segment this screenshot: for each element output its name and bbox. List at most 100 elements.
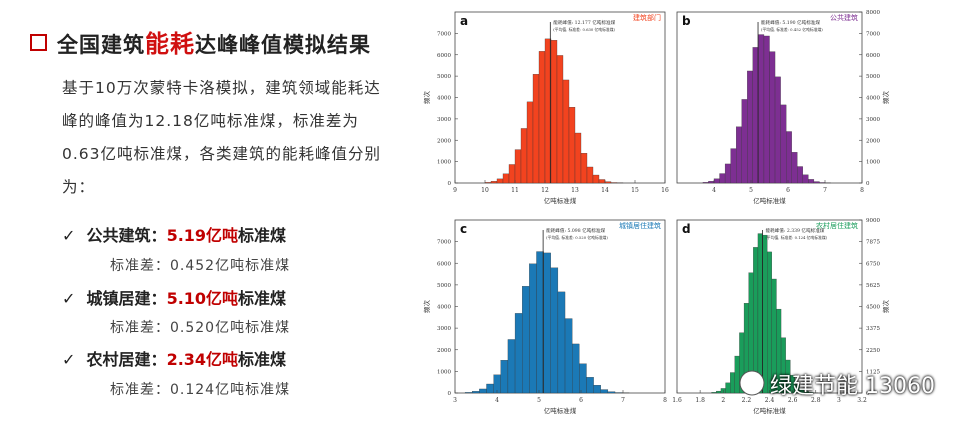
bar: [607, 391, 616, 394]
x-tick-label: 2.6: [788, 397, 798, 404]
x-tick-label: 4: [712, 187, 716, 194]
bar: [598, 179, 606, 184]
y-tick-label: 5625: [866, 283, 880, 289]
x-tick-label: 6: [579, 397, 583, 404]
item-sd: 标准差：0.124亿吨标准煤: [110, 382, 291, 398]
y-tick-label: 1000: [437, 369, 451, 375]
title-highlight: 能耗: [145, 30, 195, 58]
item: ✓ 农村居建：2.34亿吨标准煤: [62, 350, 287, 369]
peak-annotation: 能耗峰值: 2.339 亿吨标准煤: [765, 227, 824, 234]
bar: [502, 173, 510, 184]
watermark: 绿建节能 13060: [770, 374, 935, 399]
bar: [529, 263, 537, 394]
bar: [564, 318, 573, 394]
x-tick-label: 16: [661, 187, 669, 194]
y-tick-label: 2000: [437, 348, 451, 354]
bar: [574, 132, 582, 184]
bar: [579, 363, 587, 394]
y-tick-label: 8000: [866, 10, 880, 16]
bar: [604, 181, 612, 184]
item: ✓ 城镇居建：5.10亿吨标准煤: [62, 289, 287, 308]
bar: [484, 182, 492, 184]
bar: [572, 343, 580, 394]
panel-label: 公共建筑: [830, 13, 858, 22]
bar: [730, 148, 737, 184]
bar: [496, 178, 504, 184]
item-value: 2.34亿吨: [166, 350, 239, 369]
y-tick-label: 6000: [437, 261, 451, 267]
panel-letter: c: [460, 222, 467, 236]
x-tick-label: 1.6: [672, 397, 682, 404]
bar: [520, 128, 528, 184]
bar: [557, 291, 566, 394]
bar: [762, 234, 768, 394]
bar: [797, 166, 803, 184]
bar: [711, 392, 717, 394]
panel-label: 农村居住建筑: [816, 221, 858, 230]
x-axis-label: 亿吨标准煤: [753, 196, 786, 205]
bar: [526, 101, 534, 184]
x-tick-label: 2: [721, 397, 725, 404]
y-tick-label: 7000: [866, 31, 880, 37]
peak-note: (平均值, 标准差: 0.630 亿吨标准煤): [553, 27, 615, 32]
bar: [514, 313, 523, 394]
item-value: 5.19亿吨: [166, 226, 239, 245]
title-box: [30, 34, 47, 51]
panel-label: 城镇居住建筑: [619, 221, 661, 230]
title-part: 达峰峰值模拟结果: [195, 33, 371, 57]
x-tick-label: 14: [601, 187, 609, 194]
item-name: 农村居建：: [86, 350, 167, 369]
panel-letter: b: [682, 14, 691, 28]
bar: [490, 181, 498, 184]
x-tick-label: 3.2: [857, 397, 867, 404]
bar: [774, 76, 781, 184]
x-tick-label: 2.2: [742, 397, 752, 404]
x-tick-label: 7: [823, 187, 827, 194]
y-tick-label: 2000: [866, 138, 880, 144]
x-tick-label: 2.4: [765, 397, 775, 404]
bar: [734, 355, 740, 394]
y-tick-label: 4000: [866, 96, 880, 102]
item: ✓ 公共建筑：5.19亿吨标准煤: [62, 226, 287, 245]
bar: [568, 107, 576, 184]
peak-annotation: 能耗峰值: 5.190 亿吨标准煤: [761, 19, 820, 26]
bar: [580, 153, 588, 184]
y-tick-label: 1125: [866, 369, 880, 375]
y-tick-label: 3000: [866, 117, 880, 123]
bar: [556, 55, 564, 184]
y-axis-label: 频次: [881, 300, 890, 314]
bar: [586, 166, 594, 184]
y-tick-label: 1000: [437, 160, 451, 166]
bar: [500, 360, 509, 394]
x-axis-label: 亿吨标准煤: [753, 406, 786, 415]
x-tick-label: 7: [621, 397, 625, 404]
bar: [808, 179, 815, 184]
bar: [479, 388, 487, 394]
y-tick-label: 3000: [437, 117, 451, 123]
bar: [747, 70, 753, 184]
y-tick-label: 5000: [437, 283, 451, 289]
bar: [769, 51, 776, 184]
item-value: 5.10亿吨: [166, 289, 239, 308]
bar: [763, 35, 770, 184]
y-tick-label: 7875: [866, 240, 880, 246]
y-tick-label: 6000: [437, 53, 451, 59]
item-sd: 标准差：0.452亿吨标准煤: [110, 258, 291, 274]
peak-note: (平均值, 标准差: 0.124 亿吨标准煤): [765, 235, 827, 240]
bar: [562, 79, 570, 184]
bar: [592, 174, 600, 184]
bar: [538, 51, 546, 184]
item-name: 公共建筑：: [86, 226, 167, 245]
title-part: 全国建筑: [57, 33, 145, 57]
bar: [713, 178, 720, 184]
x-tick-label: 13: [571, 187, 579, 194]
panel-label: 建筑部门: [633, 13, 661, 22]
bar: [550, 40, 558, 184]
y-tick-label: 6750: [866, 261, 880, 267]
y-tick-label: 6000: [866, 53, 880, 59]
x-tick-label: 4: [495, 397, 499, 404]
x-axis-label: 亿吨标准煤: [544, 196, 577, 205]
bar: [724, 163, 731, 184]
